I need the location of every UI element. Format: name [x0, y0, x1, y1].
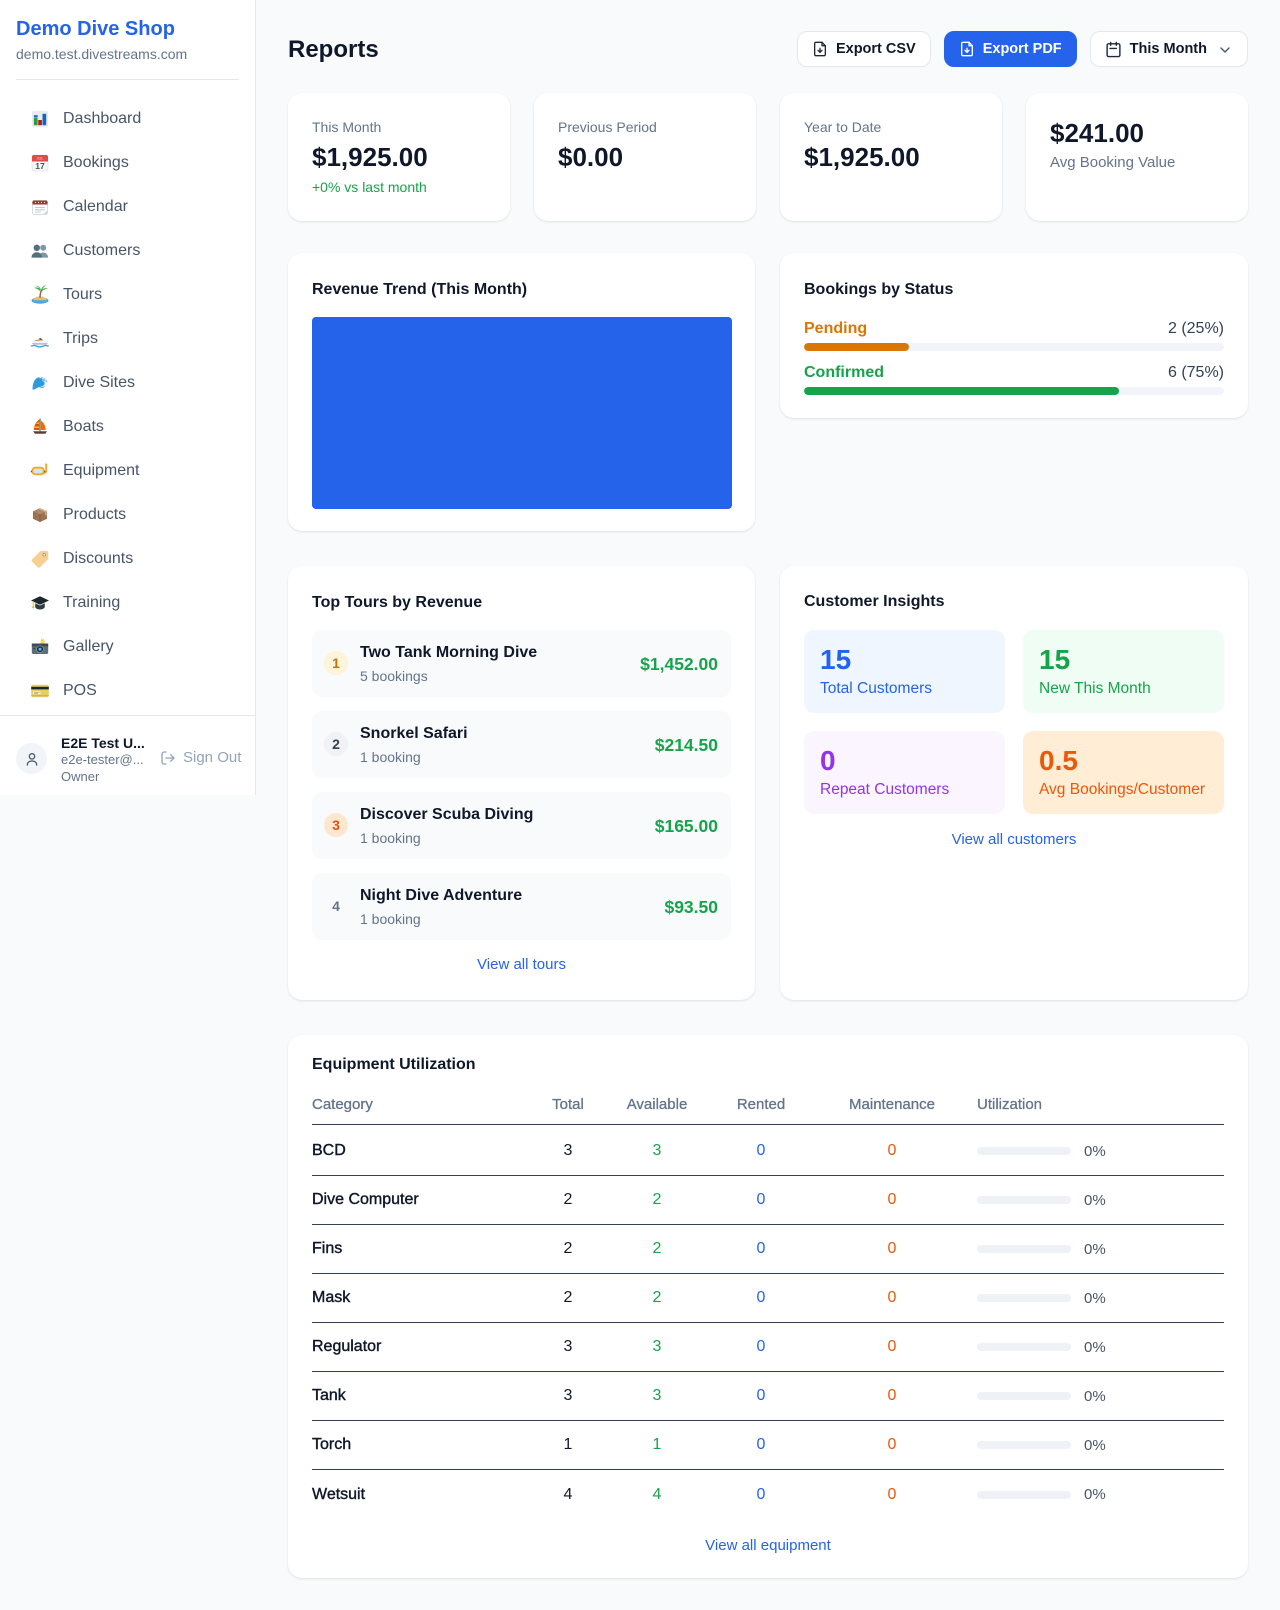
svg-text:JUL: JUL [36, 156, 44, 161]
svg-text:17: 17 [35, 161, 45, 171]
